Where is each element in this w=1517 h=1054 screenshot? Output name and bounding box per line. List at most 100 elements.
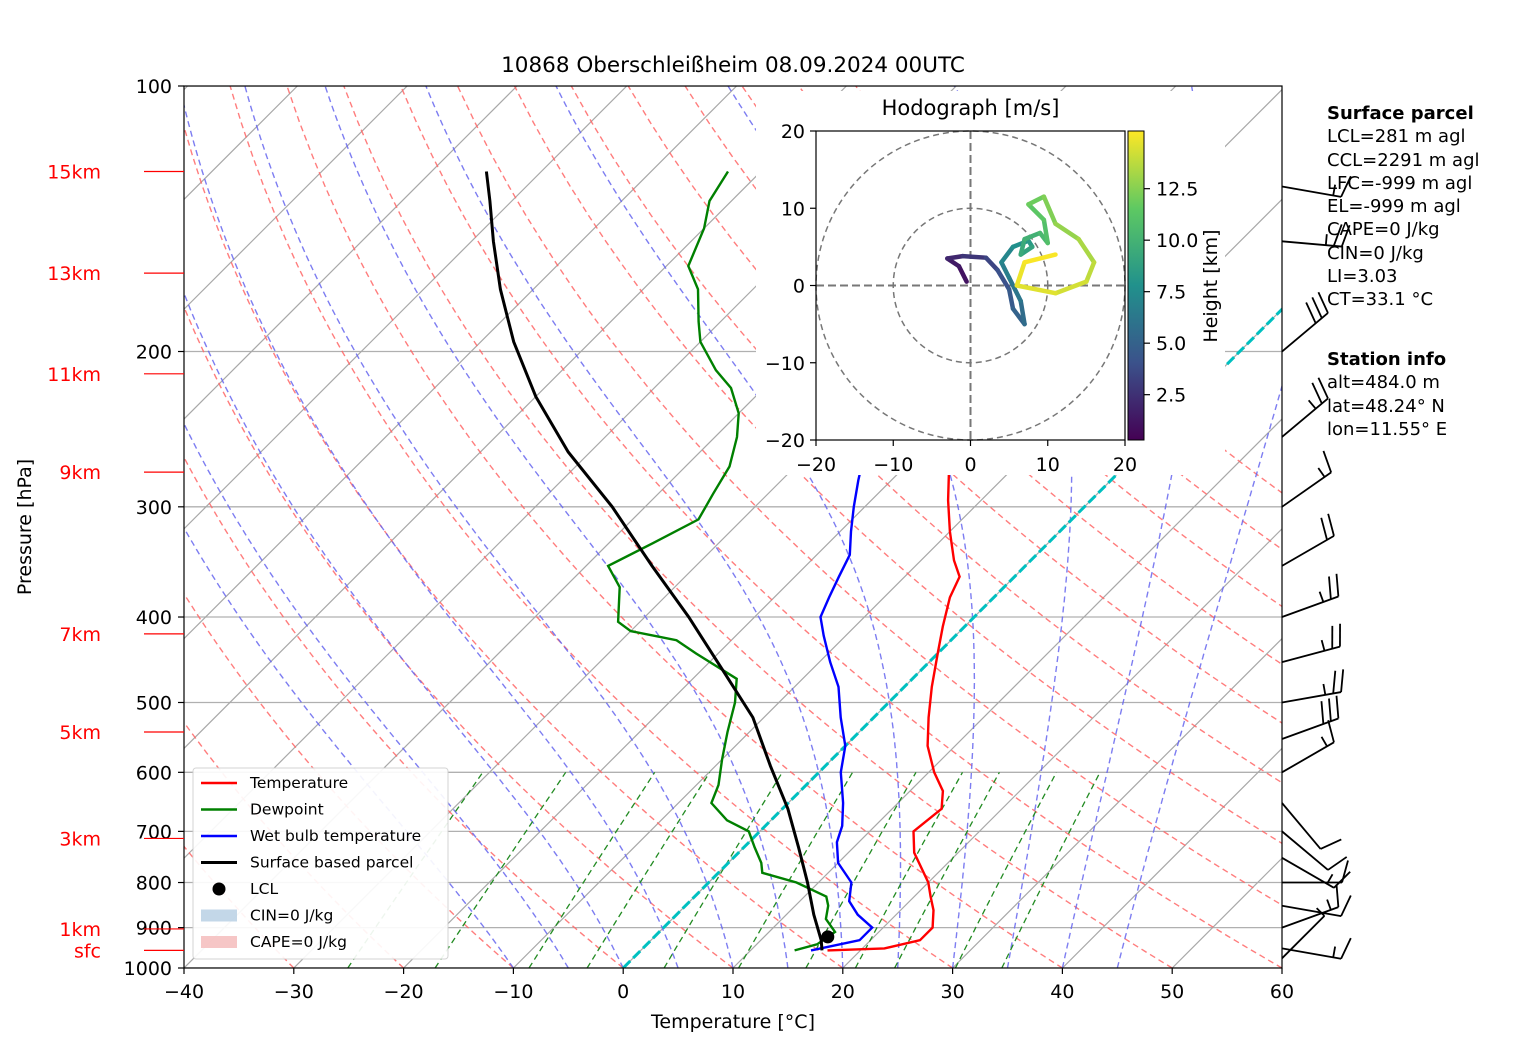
legend-item: Temperature bbox=[201, 774, 348, 792]
isotherm-10 bbox=[732, 418, 1282, 968]
hodograph-segment bbox=[1041, 194, 1058, 226]
series-dewpoint bbox=[606, 170, 837, 952]
station-info-heading: Station info bbox=[1327, 349, 1447, 370]
cape-value: CAPE=0 J/kg bbox=[1327, 219, 1440, 241]
mixing-ratio-line bbox=[528, 771, 656, 968]
legend-item: Wet bulb temperature bbox=[201, 827, 421, 845]
legend-label: Temperature bbox=[249, 774, 348, 792]
hodograph-segment bbox=[1014, 283, 1058, 296]
lcl-value: LCL=281 m agl bbox=[1327, 126, 1466, 148]
height-label: 3km bbox=[59, 828, 101, 850]
legend-label: Surface based parcel bbox=[250, 854, 413, 872]
y-tick-label: 500 bbox=[136, 692, 172, 714]
hodograph-y-tick-label: 0 bbox=[793, 276, 805, 298]
wind-barb bbox=[1281, 695, 1340, 740]
wind-barb bbox=[1281, 895, 1352, 918]
isotherm--70 bbox=[184, 86, 738, 640]
wind-barb bbox=[1281, 802, 1342, 850]
colorbar-label: Height [km] bbox=[1200, 229, 1222, 342]
lfc-value: LFC=-999 m agl bbox=[1327, 172, 1473, 194]
y-tick-label: 600 bbox=[136, 762, 172, 784]
x-tick-label: 0 bbox=[617, 981, 629, 1003]
x-axis-label: Temperature [°C] bbox=[650, 1011, 815, 1033]
wind-barb bbox=[1281, 857, 1351, 889]
hodograph-x-tick-label: 0 bbox=[964, 454, 976, 476]
moist-adiabat bbox=[244, 86, 734, 968]
hodograph-segment bbox=[1018, 236, 1027, 257]
legend-swatch bbox=[212, 882, 226, 896]
surface-parcel-panel: Surface parcel LCL=281 m agl CCL=2291 m … bbox=[1327, 102, 1480, 312]
hodograph-y-tick-label: −20 bbox=[765, 430, 805, 452]
isotherm-20 bbox=[842, 527, 1282, 968]
legend-label: Wet bulb temperature bbox=[250, 827, 421, 845]
hodograph-x-tick-label: −20 bbox=[796, 454, 836, 476]
x-tick-label: 30 bbox=[941, 981, 965, 1003]
hodograph-segment bbox=[995, 267, 1012, 292]
mixing-ratio-line bbox=[954, 771, 1057, 968]
wind-barb bbox=[1281, 937, 1352, 960]
wind-barb bbox=[1281, 623, 1341, 664]
x-tick-label: 20 bbox=[831, 981, 855, 1003]
legend-item: CAPE=0 J/kg bbox=[201, 933, 347, 951]
height-label: 13km bbox=[47, 263, 101, 285]
hodograph-segment bbox=[999, 244, 1016, 265]
wind-barb bbox=[1281, 513, 1335, 567]
y-tick-label: 800 bbox=[136, 873, 172, 895]
hodograph: Hodograph [m/s] −20 −10 0 10 20 20 10 0 −10 −20 2.5… bbox=[756, 91, 1225, 476]
legend-label: Dewpoint bbox=[250, 801, 324, 819]
wind-barb bbox=[1281, 377, 1329, 438]
hodograph-segment bbox=[1053, 279, 1089, 296]
isotherm--100 bbox=[184, 86, 408, 311]
legend-swatch bbox=[201, 909, 237, 922]
dry-adiabat bbox=[286, 86, 1063, 968]
hodograph-x-tick-label: 20 bbox=[1113, 454, 1137, 476]
legend: Temperature Dewpoint Wet bulb temperature S… bbox=[192, 767, 449, 960]
moist-adiabat bbox=[184, 291, 624, 968]
isotherm--10 bbox=[512, 198, 1282, 968]
mixing-ratio-line bbox=[434, 771, 567, 968]
legend-box bbox=[192, 767, 449, 960]
chart-title: 10868 Oberschleißheim 08.09.2024 00UTC bbox=[501, 53, 965, 78]
hodograph-colorbar bbox=[1127, 130, 1145, 441]
legend-item: CIN=0 J/kg bbox=[201, 907, 333, 925]
hodograph-segment bbox=[1041, 217, 1050, 246]
ccl-value: CCL=2291 m agl bbox=[1327, 149, 1480, 171]
wind-barb bbox=[1281, 884, 1340, 929]
hodograph-x-tick-label: −10 bbox=[873, 454, 913, 476]
wind-barbs bbox=[1281, 175, 1352, 960]
dry-adiabat bbox=[229, 86, 953, 968]
hodograph-segment bbox=[1026, 202, 1047, 223]
hodograph-title: Hodograph [m/s] bbox=[882, 96, 1060, 120]
hodograph-x-tick-label: 10 bbox=[1036, 454, 1060, 476]
height-label: 1km bbox=[59, 919, 101, 941]
mixing-ratio-line bbox=[738, 771, 854, 968]
hodograph-segment bbox=[945, 253, 966, 261]
colorbar-tick-label: 2.5 bbox=[1156, 385, 1186, 407]
station-info-panel: Station info alt=484.0 m lat=48.24° N lo… bbox=[1327, 348, 1447, 441]
mixing-ratio-line bbox=[586, 771, 711, 968]
li-value: LI=3.03 bbox=[1327, 266, 1398, 288]
station-altitude: alt=484.0 m bbox=[1327, 372, 1440, 394]
hodograph-segment bbox=[1026, 194, 1047, 207]
colorbar-tick-label: 12.5 bbox=[1156, 179, 1198, 201]
moist-adiabat bbox=[184, 104, 679, 968]
mixing-ratio-line bbox=[894, 771, 1000, 968]
dry-adiabat bbox=[184, 455, 624, 968]
colorbar-tick-label: 7.5 bbox=[1156, 282, 1186, 304]
wind-barb bbox=[1281, 830, 1348, 871]
zero-isotherm bbox=[622, 307, 1282, 968]
x-tick-label: −30 bbox=[274, 981, 314, 1003]
wind-barb bbox=[1281, 450, 1332, 508]
station-latitude: lat=48.24° N bbox=[1327, 395, 1445, 417]
mixing-ratio-line bbox=[663, 771, 783, 968]
hodograph-segment bbox=[1018, 298, 1027, 327]
legend-swatch bbox=[201, 936, 237, 948]
ct-value: CT=33.1 °C bbox=[1327, 289, 1434, 311]
x-tick-label: 40 bbox=[1050, 981, 1074, 1003]
hodograph-y-tick-label: 20 bbox=[781, 121, 805, 143]
dry-adiabat bbox=[400, 86, 1282, 968]
x-tick-label: −10 bbox=[493, 981, 533, 1003]
moist-adiabat bbox=[184, 526, 514, 968]
